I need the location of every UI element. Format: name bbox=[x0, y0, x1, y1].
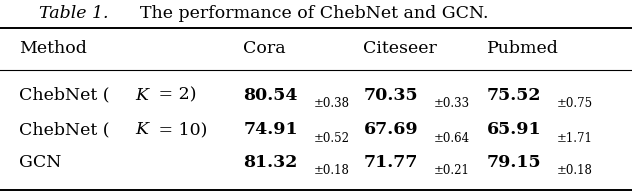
Text: Citeseer: Citeseer bbox=[363, 41, 437, 57]
Text: ±0.75: ±0.75 bbox=[557, 97, 593, 110]
Text: Cora: Cora bbox=[243, 41, 286, 57]
Text: Table 1.: Table 1. bbox=[39, 5, 109, 22]
Text: 80.54: 80.54 bbox=[243, 87, 298, 103]
Text: ±0.64: ±0.64 bbox=[434, 132, 470, 145]
Text: ±1.71: ±1.71 bbox=[557, 132, 593, 145]
Text: ±0.18: ±0.18 bbox=[557, 164, 593, 177]
Text: 74.91: 74.91 bbox=[243, 121, 298, 138]
Text: Method: Method bbox=[19, 41, 87, 57]
Text: 81.32: 81.32 bbox=[243, 154, 298, 171]
Text: = 10): = 10) bbox=[152, 121, 207, 138]
Text: Pubmed: Pubmed bbox=[487, 41, 559, 57]
Text: 65.91: 65.91 bbox=[487, 121, 541, 138]
Text: 75.52: 75.52 bbox=[487, 87, 541, 103]
Text: 79.15: 79.15 bbox=[487, 154, 541, 171]
Text: 71.77: 71.77 bbox=[363, 154, 418, 171]
Text: The performance of ChebNet and GCN.: The performance of ChebNet and GCN. bbox=[129, 5, 489, 22]
Text: ±0.18: ±0.18 bbox=[313, 164, 349, 177]
Text: ±0.33: ±0.33 bbox=[434, 97, 470, 110]
Text: K: K bbox=[136, 87, 149, 103]
Text: = 2): = 2) bbox=[152, 87, 196, 103]
Text: GCN: GCN bbox=[19, 154, 61, 171]
Text: 67.69: 67.69 bbox=[363, 121, 418, 138]
Text: ChebNet (: ChebNet ( bbox=[19, 87, 109, 103]
Text: K: K bbox=[136, 121, 149, 138]
Text: Table 1.: Table 1. bbox=[39, 5, 109, 22]
Text: ±0.52: ±0.52 bbox=[314, 132, 349, 145]
Text: ±0.38: ±0.38 bbox=[313, 97, 349, 110]
Text: ChebNet (: ChebNet ( bbox=[19, 121, 109, 138]
Text: ±0.21: ±0.21 bbox=[434, 164, 470, 177]
Text: Table 1.  The performance of ChebNet and GCN.: Table 1. The performance of ChebNet and … bbox=[102, 5, 530, 22]
Text: 70.35: 70.35 bbox=[363, 87, 418, 103]
